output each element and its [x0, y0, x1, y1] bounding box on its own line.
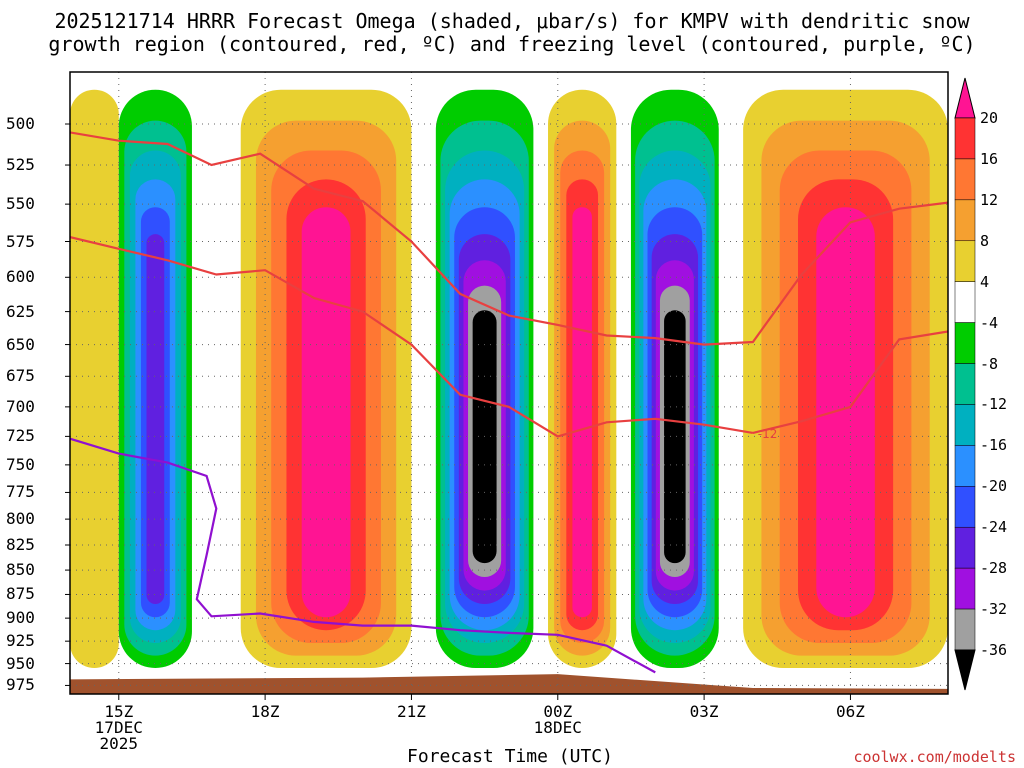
colorbar-segment	[954, 240, 976, 282]
colorbar-label: 20	[980, 109, 999, 127]
colorbar-bottom-arrow	[954, 649, 976, 691]
y-tick-label: 800	[6, 509, 35, 529]
colorbar-segment	[954, 363, 976, 405]
y-tick-label: 625	[6, 301, 35, 321]
colorbar-segment	[954, 567, 976, 610]
x-tick-label: 21Z	[396, 702, 426, 721]
x-tick-label: 2025	[99, 734, 139, 753]
credit-link[interactable]: coolwx.com/modelts	[853, 748, 1016, 766]
y-tick-label: 600	[6, 267, 35, 287]
colorbar-label: -16	[980, 436, 1008, 455]
colorbar-label: -28	[980, 559, 1008, 578]
terrain-ground	[70, 674, 948, 694]
omega-layer	[816, 207, 875, 618]
colorbar-label: -24	[980, 518, 1008, 537]
x-tick-label: 17DEC	[94, 718, 143, 737]
chart-title-line-1: 2025121714 HRRR Forecast Omega (shaded, …	[54, 9, 970, 33]
y-tick-label: 700	[6, 396, 35, 416]
colorbar-label: 8	[980, 231, 990, 250]
colorbar-top-arrow	[954, 77, 976, 119]
x-tick-label: 06Z	[835, 702, 865, 721]
y-tick-label: 850	[6, 560, 35, 580]
colorbar-segment	[954, 404, 976, 446]
colorbar-label: -8	[980, 354, 999, 373]
colorbar-segment	[954, 445, 976, 487]
colorbar-label: 16	[980, 149, 999, 168]
colorbar-segment	[954, 608, 976, 651]
y-tick-label: 725	[6, 426, 35, 446]
omega-layer	[572, 207, 592, 618]
y-tick-label: 875	[6, 584, 35, 604]
y-tick-label: 650	[6, 334, 35, 354]
colorbar-label: -36	[980, 641, 1008, 659]
omega-layer	[301, 207, 351, 618]
colorbar-segment	[954, 486, 976, 528]
y-tick-label: 525	[6, 155, 35, 175]
omega-layer	[70, 89, 119, 668]
y-tick-label: 550	[6, 194, 35, 214]
colorbar-label: -4	[980, 313, 999, 332]
x-tick-label: 15Z	[104, 702, 134, 721]
colorbar-segment	[954, 322, 976, 364]
colorbar-segment	[954, 526, 976, 569]
omega-layer	[477, 334, 492, 550]
y-tick-label: 750	[6, 454, 35, 474]
x-tick-label: 18DEC	[533, 718, 582, 737]
x-tick-label: 00Z	[543, 702, 573, 721]
contour-line	[70, 437, 656, 674]
y-tick-label: 900	[6, 608, 35, 628]
y-tick-label: 675	[6, 366, 35, 386]
y-tick-label: 575	[6, 231, 35, 251]
y-tick-label: 775	[6, 482, 35, 502]
colorbar-segment	[954, 199, 976, 242]
x-axis-title: Forecast Time (UTC)	[407, 746, 613, 767]
omega-layer	[668, 334, 682, 550]
y-tick-label: 825	[6, 534, 35, 554]
chart-title-line-2: growth region (contoured, red, ºC) and f…	[48, 32, 976, 56]
x-tick-label: 18Z	[250, 702, 280, 721]
y-tick-label: 975	[6, 675, 35, 695]
colorbar-segment	[954, 158, 976, 201]
contour-line	[70, 236, 754, 438]
x-tick-label: 03Z	[689, 702, 719, 721]
colorbar-segment	[954, 117, 976, 160]
y-tick-label: 950	[6, 653, 35, 673]
colorbar-segment	[954, 281, 976, 323]
omega-layer	[146, 234, 165, 605]
colorbar-label: -12	[980, 395, 1008, 414]
colorbar-label: 4	[980, 272, 990, 291]
colorbar-label: -32	[980, 600, 1008, 619]
contour-line	[752, 330, 948, 434]
y-tick-label: 925	[6, 631, 35, 651]
colorbar-label: 12	[980, 190, 999, 209]
colorbar-label: -20	[980, 477, 1008, 496]
contour-line	[70, 131, 948, 346]
y-tick-label: 500	[6, 114, 35, 133]
plot-frame	[69, 71, 949, 695]
contour-label: -12	[758, 427, 778, 441]
